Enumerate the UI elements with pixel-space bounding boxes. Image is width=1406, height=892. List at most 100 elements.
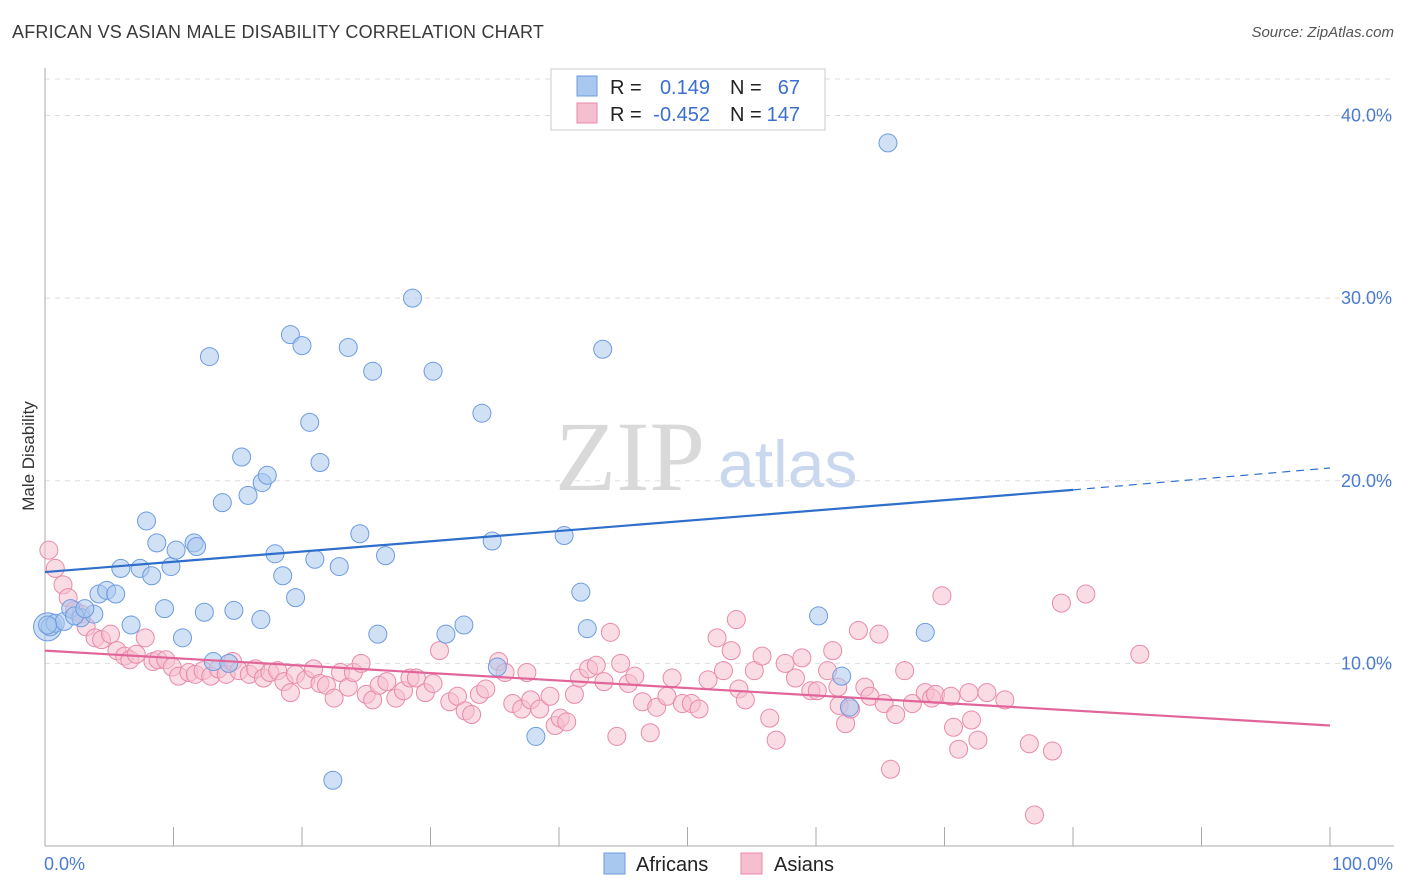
- asians-point: [869, 624, 889, 644]
- africans-point: [161, 557, 181, 577]
- asians-series: [39, 540, 1150, 825]
- asians-point: [726, 610, 746, 630]
- asians-point: [766, 730, 786, 750]
- asians-point: [698, 670, 718, 690]
- asians-point: [476, 679, 496, 699]
- africans-point: [232, 447, 252, 467]
- asians-point: [594, 672, 614, 692]
- asians-point: [517, 663, 537, 683]
- asians-point: [689, 699, 709, 719]
- africans-point: [338, 337, 358, 357]
- y-tick-label-30: 30.0%: [1341, 288, 1392, 308]
- asians-point: [377, 672, 397, 692]
- asians-point: [324, 688, 344, 708]
- asians-point: [447, 686, 467, 706]
- africans-trend-line-extension: [1072, 467, 1331, 491]
- africans-point: [273, 566, 293, 586]
- africans-point: [38, 615, 58, 635]
- africans-point: [363, 361, 383, 381]
- y-tick-label-20: 20.0%: [1341, 471, 1392, 491]
- legend-bottom-africans-swatch: [603, 852, 626, 875]
- asians-point: [135, 628, 155, 648]
- asians-point: [1019, 734, 1039, 754]
- africans-point: [915, 622, 935, 642]
- watermark: ZIP atlas: [555, 401, 857, 512]
- legend-africans-swatch: [576, 75, 598, 97]
- axes: [44, 68, 1394, 847]
- y-tick-labels: 10.0% 20.0% 30.0% 40.0%: [1341, 106, 1392, 674]
- asians-point: [586, 655, 606, 675]
- africans-point: [423, 361, 443, 381]
- asians-point: [1042, 741, 1062, 761]
- legend-bottom-asians-label: Asians: [774, 854, 834, 876]
- asians-point: [792, 648, 812, 668]
- legend-asians-r-label: R =: [610, 104, 642, 126]
- asians-point: [1024, 805, 1044, 825]
- legend-bottom-africans-label: Africans: [636, 854, 708, 876]
- asians-point: [902, 694, 922, 714]
- africans-point: [106, 584, 126, 604]
- africans-point: [809, 606, 829, 626]
- asians-trend-line: [44, 649, 1331, 727]
- africans-point: [219, 653, 239, 673]
- africans-point: [323, 770, 343, 790]
- africans-point: [224, 600, 244, 620]
- africans-point: [147, 533, 167, 553]
- legend-bottom-asians-swatch: [740, 852, 763, 875]
- africans-point: [436, 624, 456, 644]
- asians-point: [530, 699, 550, 719]
- africans-point: [137, 511, 157, 531]
- africans-point: [199, 347, 219, 367]
- x-tick-labels: 0.0% 100.0%: [44, 854, 1393, 874]
- asians-point: [949, 739, 969, 759]
- asians-point: [45, 558, 65, 578]
- africans-point: [832, 666, 852, 686]
- asians-point: [785, 668, 805, 688]
- asians-point: [968, 730, 988, 750]
- africans-point: [487, 657, 507, 677]
- asians-point: [752, 646, 772, 666]
- asians-point: [640, 723, 660, 743]
- africans-point: [187, 537, 207, 557]
- africans-point: [454, 615, 474, 635]
- asians-point: [39, 540, 59, 560]
- africans-point: [376, 546, 396, 566]
- asians-point: [943, 717, 963, 737]
- africans-point: [257, 465, 277, 485]
- legend-asians-swatch: [576, 102, 598, 124]
- legend-africans-n-value: 67: [778, 77, 800, 99]
- asians-point: [823, 641, 843, 661]
- africans-point: [329, 557, 349, 577]
- africans-point: [300, 412, 320, 432]
- asians-point: [895, 661, 915, 681]
- africans-point: [368, 624, 388, 644]
- africans-point: [251, 610, 271, 630]
- africans-point: [286, 588, 306, 608]
- asians-point: [101, 624, 121, 644]
- africans-point: [305, 549, 325, 569]
- asians-point: [126, 644, 146, 664]
- legend-asians-r-value: -0.452: [653, 104, 710, 126]
- africans-point: [839, 697, 859, 717]
- legend-africans-r-label: R =: [610, 77, 642, 99]
- legend-top: R = 0.149 N = 67 R = -0.452 N = 147: [550, 68, 826, 131]
- x-tick-label-min: 0.0%: [44, 854, 85, 874]
- legend-bottom: Africans Asians: [603, 852, 834, 876]
- africans-point: [878, 133, 898, 153]
- africans-point: [238, 485, 258, 505]
- watermark-zip: ZIP: [555, 401, 705, 512]
- legend-africans-r-value: 0.149: [660, 77, 710, 99]
- africans-point: [571, 582, 591, 602]
- asians-point: [1076, 584, 1096, 604]
- africans-point: [403, 288, 423, 308]
- africans-point: [593, 339, 613, 359]
- asians-point: [662, 668, 682, 688]
- asians-point: [941, 686, 961, 706]
- x-tick-label-max: 100.0%: [1332, 854, 1393, 874]
- chart-title: AFRICAN VS ASIAN MALE DISABILITY CORRELA…: [12, 22, 545, 42]
- africans-point: [292, 336, 312, 356]
- africans-point: [155, 599, 175, 619]
- asians-point: [735, 690, 755, 710]
- asians-point: [848, 621, 868, 641]
